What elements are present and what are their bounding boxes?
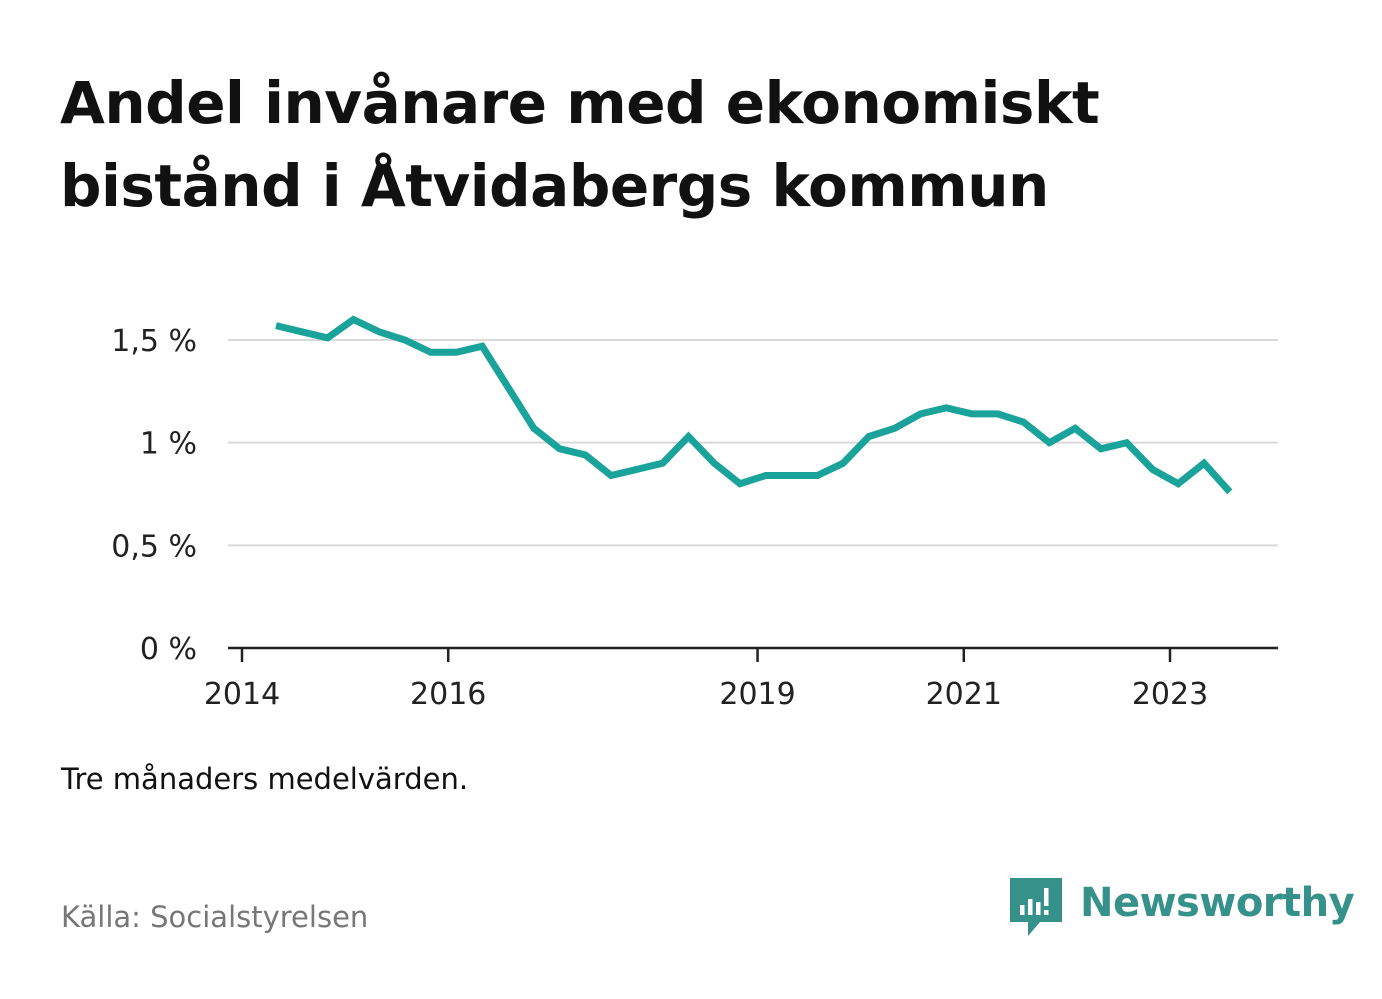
chart-note: Tre månaders medelvärden.	[61, 762, 469, 796]
source-label: Källa: Socialstyrelsen	[61, 900, 369, 934]
x-tick-label: 2023	[1132, 677, 1208, 712]
y-tick-label: 1 %	[140, 427, 197, 462]
x-tick-label: 2014	[204, 677, 280, 712]
x-tick-label: 2021	[926, 677, 1002, 712]
series-layer	[275, 315, 1233, 495]
newsworthy-logo-icon	[1010, 878, 1062, 936]
y-tick-label: 0 %	[140, 632, 197, 667]
y-tick-label: 1,5 %	[111, 324, 197, 359]
brand-name: Newsworthy	[1080, 880, 1355, 926]
y-tick-label: 0,5 %	[111, 529, 197, 564]
x-tick-label: 2019	[719, 677, 795, 712]
series-line	[275, 315, 1233, 495]
chart-title: Andel invånare med ekonomiskt bistånd i …	[60, 69, 1100, 220]
brand-logo: Newsworthy	[1010, 878, 1355, 942]
x-axis: 2014 2016 2019 2021 2023	[204, 646, 1278, 712]
line-chart: 0 % 0,5 % 1 % 1,5 % 2014 2016 2019 2021 2023	[111, 315, 1278, 712]
x-tick-label: 2016	[410, 677, 486, 712]
y-axis: 0 % 0,5 % 1 % 1,5 %	[111, 324, 197, 667]
